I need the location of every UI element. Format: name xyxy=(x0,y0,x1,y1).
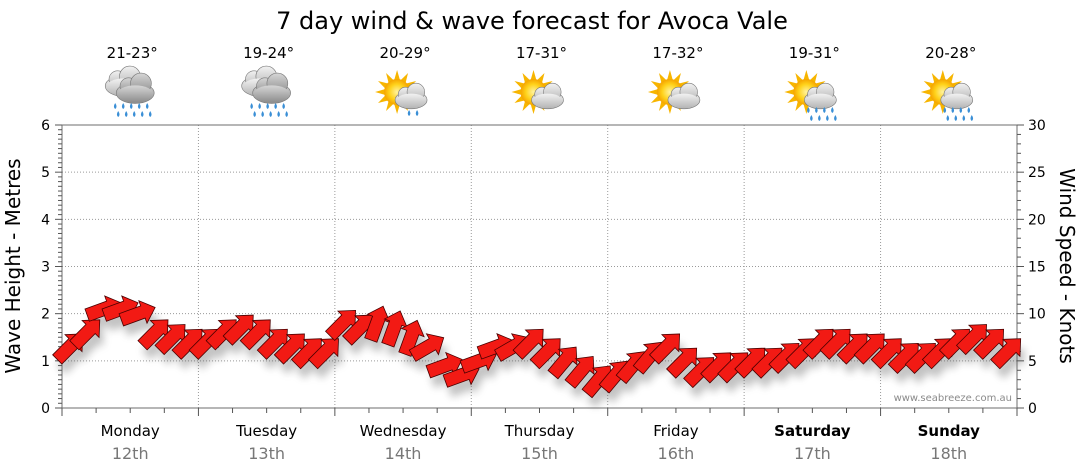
right-tick-label: 10 xyxy=(1028,307,1046,323)
left-tick-label: 6 xyxy=(41,118,50,134)
wind-arrow xyxy=(222,314,254,346)
wind-arrow-shadow xyxy=(517,339,548,370)
day-name-label: Friday xyxy=(653,422,699,440)
wind-arrow xyxy=(564,356,595,389)
wind-arrow-shadow xyxy=(994,348,1025,379)
wind-arrow-shadow xyxy=(670,358,701,389)
right-tick-label: 0 xyxy=(1028,401,1037,417)
wind-arrow xyxy=(973,328,1005,360)
wind-arrow-shadow xyxy=(534,348,565,379)
right-tick-label: 30 xyxy=(1028,118,1046,134)
wind-arrow xyxy=(307,338,339,370)
wind-arrow-shadow xyxy=(977,339,1008,370)
sun-cloud-icon xyxy=(647,70,701,114)
wind-arrow-shadow xyxy=(312,348,343,379)
wind-arrow xyxy=(648,333,681,365)
left-tick-label: 5 xyxy=(41,165,50,181)
chart-title: 7 day wind & wave forecast for Avoca Val… xyxy=(276,7,788,35)
wind-arrow xyxy=(154,324,186,356)
day-temperature-label: 17-32° xyxy=(652,44,703,62)
wind-arrow-shadow xyxy=(73,329,104,360)
wind-arrows xyxy=(52,295,1022,399)
wind-arrow xyxy=(408,333,445,362)
day-labels: Monday 12th 21-23° Tuesday 13th 19-24° Wednesd… xyxy=(101,44,981,463)
left-axis-title: Wave Height - Metres xyxy=(1,158,25,373)
day-temperature-label: 17-31° xyxy=(516,44,567,62)
sun-cloud-icon xyxy=(511,70,564,114)
y-tick-labels: 0 1 2 3 4 5 6 0 5 10 15 20 25 30 xyxy=(41,118,1046,417)
wind-arrow xyxy=(512,328,544,360)
day-name-label: Sunday xyxy=(918,422,981,440)
wind-arrow xyxy=(870,338,902,370)
day-name-label: Wednesday xyxy=(360,422,447,440)
day-date-label: 15th xyxy=(521,444,558,463)
wind-arrow xyxy=(364,305,391,343)
sun-cloud-rain-icon xyxy=(784,70,837,121)
left-tick-label: 0 xyxy=(41,401,50,417)
wind-arrow xyxy=(118,299,156,327)
weather-icons xyxy=(104,65,974,121)
wind-arrow xyxy=(955,324,987,356)
sun-cloud-rain-icon xyxy=(920,70,974,121)
day-temperature-label: 19-24° xyxy=(243,44,294,62)
day-name-label: Tuesday xyxy=(235,422,297,440)
left-tick-label: 3 xyxy=(41,260,50,276)
left-tick-label: 4 xyxy=(41,212,50,228)
wind-arrow xyxy=(69,319,101,351)
rain-cloud-icon xyxy=(241,65,291,117)
wind-arrow xyxy=(324,309,357,341)
day-name-label: Monday xyxy=(101,422,160,440)
wind-arrow-shadow xyxy=(244,329,275,360)
wind-arrow xyxy=(666,347,698,379)
wind-arrow xyxy=(239,319,271,351)
wind-arrow xyxy=(990,338,1022,370)
wind-arrow-shadow xyxy=(653,343,684,375)
wind-arrow xyxy=(273,333,305,365)
wind-arrow-shadow xyxy=(569,366,599,399)
right-tick-label: 25 xyxy=(1028,165,1046,181)
day-name-label: Saturday xyxy=(774,422,851,440)
wind-arrow xyxy=(137,319,169,351)
day-temperature-label: 20-28° xyxy=(925,44,976,62)
day-name-label: Thursday xyxy=(504,422,575,440)
wind-arrow xyxy=(819,328,851,360)
day-date-label: 12th xyxy=(112,444,149,463)
day-temperature-label: 20-29° xyxy=(380,44,431,62)
day-date-label: 13th xyxy=(248,444,285,463)
day-temperature-label: 21-23° xyxy=(107,44,158,62)
right-tick-label: 5 xyxy=(1028,354,1037,370)
wind-arrow xyxy=(381,310,408,348)
left-tick-label: 1 xyxy=(41,354,50,370)
right-tick-label: 20 xyxy=(1028,212,1046,228)
day-temperature-label: 19-31° xyxy=(789,44,840,62)
right-tick-label: 15 xyxy=(1028,260,1046,276)
day-date-label: 14th xyxy=(385,444,422,463)
day-date-label: 16th xyxy=(658,444,695,463)
wind-arrow xyxy=(853,333,885,365)
day-date-label: 18th xyxy=(930,444,967,463)
wind-arrow xyxy=(529,338,561,370)
wind-arrow xyxy=(547,346,578,380)
right-axis-title: Wind Speed - Knots xyxy=(1055,168,1079,364)
left-tick-label: 2 xyxy=(41,307,50,323)
wind-arrow-shadow xyxy=(552,357,581,389)
sun-cloud-drizzle-icon xyxy=(375,70,428,116)
rain-cloud-icon xyxy=(104,65,155,117)
day-date-label: 17th xyxy=(794,444,831,463)
wind-arrow xyxy=(256,328,288,360)
watermark-text: www.seabreeze.com.au xyxy=(894,393,1012,404)
